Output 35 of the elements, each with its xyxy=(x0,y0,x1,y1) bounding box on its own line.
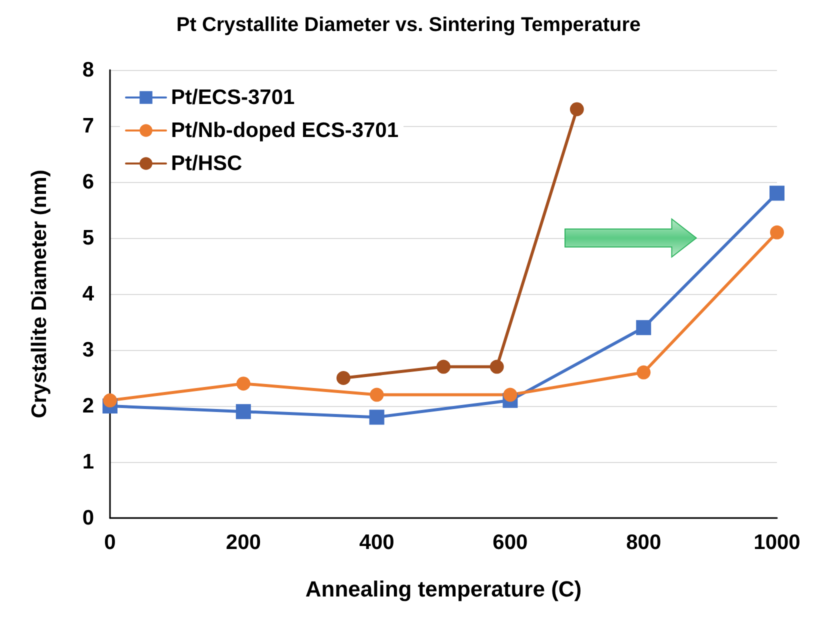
y-tick-label: 7 xyxy=(82,114,94,138)
point xyxy=(636,320,652,336)
y-tick-label: 0 xyxy=(82,506,94,530)
point xyxy=(370,388,384,402)
x-tick-label: 0 xyxy=(104,531,116,554)
x-tick-label: 1000 xyxy=(754,531,800,554)
y-tick-label: 5 xyxy=(82,226,94,250)
x-tick-label: 400 xyxy=(359,531,394,554)
point xyxy=(503,388,518,402)
x-axis-title: Annealing temperature (C) xyxy=(305,576,582,602)
point xyxy=(436,360,450,374)
y-tick-label: 6 xyxy=(82,170,94,194)
y-tick-label: 2 xyxy=(82,394,94,418)
y-tick-label: 4 xyxy=(82,282,94,306)
x-tick-label: 800 xyxy=(626,531,662,554)
legend-label: Pt/HSC xyxy=(171,152,242,175)
x-tick-label: 600 xyxy=(492,531,528,554)
point xyxy=(570,102,584,116)
y-axis-title: Crystallite Diameter (nm) xyxy=(28,170,51,418)
legend-label: Pt/ECS-3701 xyxy=(171,86,296,109)
y-tick-label: 8 xyxy=(82,58,94,82)
point xyxy=(770,186,784,201)
point xyxy=(490,360,504,374)
point xyxy=(236,404,251,420)
point xyxy=(369,410,384,425)
point xyxy=(236,376,250,391)
legend-label: Pt/Nb-doped ECS-3701 xyxy=(171,119,399,142)
point xyxy=(336,371,350,385)
point xyxy=(103,393,117,408)
chart-title: Pt Crystallite Diameter vs. Sintering Temperature xyxy=(176,14,641,36)
point xyxy=(636,365,651,380)
y-tick-label: 3 xyxy=(82,338,94,362)
x-tick-label: 200 xyxy=(226,531,261,554)
point xyxy=(770,225,784,240)
y-tick-label: 1 xyxy=(82,450,94,474)
